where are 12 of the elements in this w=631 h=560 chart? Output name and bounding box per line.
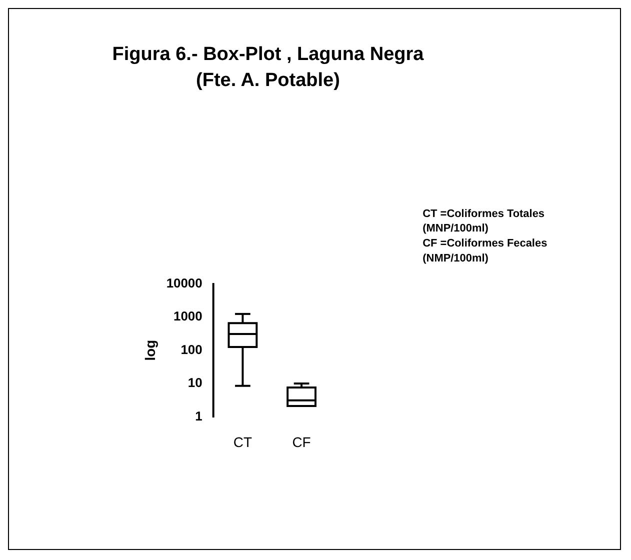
y-tick-label: 10 — [188, 375, 202, 390]
chart-title: Figura 6.- Box-Plot , Laguna Negra — [111, 44, 425, 66]
text: CF =Coliformes Fecales (NMP/100ml) — [422, 238, 548, 265]
chart-subtitle: (Fte. A. Potable) — [195, 70, 341, 92]
text: CT =Coliformes Totales (MNP/100ml) — [422, 208, 544, 235]
x-tick-label: CF — [292, 434, 311, 450]
y-axis-title: log — [142, 340, 158, 361]
y-tick-label: 1000 — [174, 308, 202, 324]
y-tick-label: 100 — [180, 342, 202, 357]
x-tick-label: CT — [233, 434, 252, 450]
y-tick-label: 1 — [195, 408, 202, 424]
y-tick-label: 10000 — [166, 276, 202, 291]
